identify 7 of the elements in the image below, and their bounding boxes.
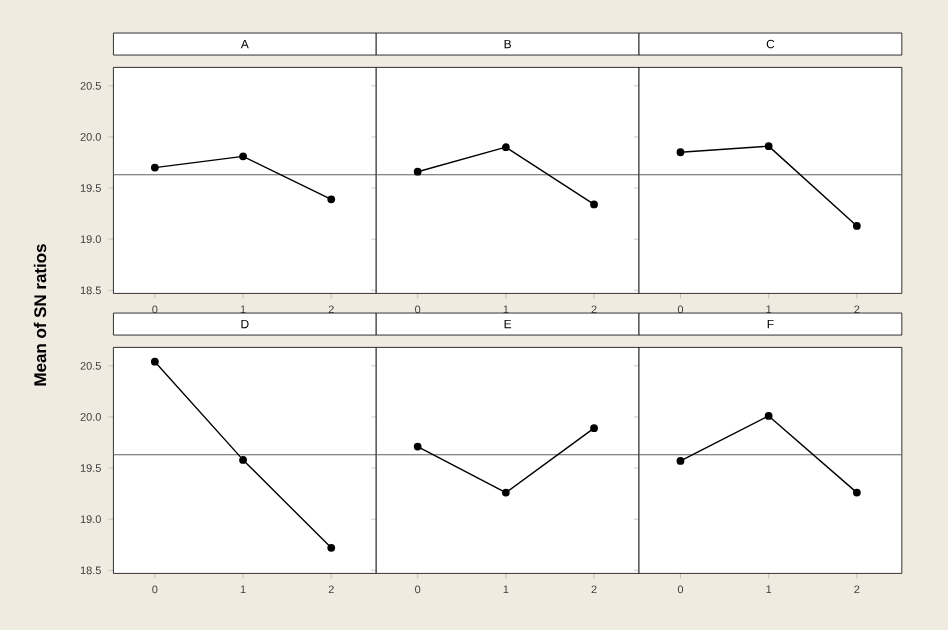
point xyxy=(150,163,159,172)
point xyxy=(327,195,336,204)
point xyxy=(239,152,247,161)
y-axis-title: Mean of SN ratios xyxy=(33,244,47,386)
point xyxy=(150,357,159,366)
point xyxy=(327,543,336,552)
point xyxy=(239,455,247,464)
